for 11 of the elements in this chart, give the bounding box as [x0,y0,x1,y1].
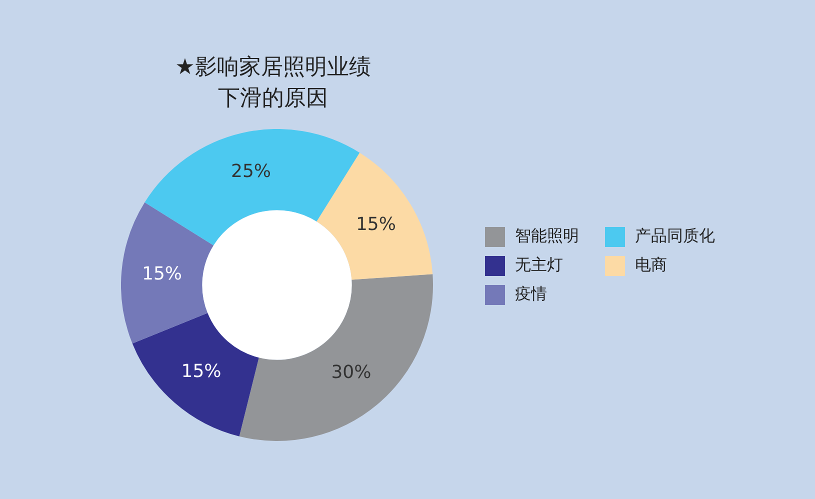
data-label: 15% [181,360,222,382]
legend-label: 产品同质化 [635,226,715,247]
chart-title: ★影响家居照明业绩下滑的原因 [174,54,372,113]
data-label: 15% [356,214,396,236]
data-label: 25% [231,161,272,182]
legend-label: 智能照明 [515,226,579,247]
data-label: 30% [331,362,372,384]
legend-label: 无主灯 [515,255,563,276]
legend-label: 疫情 [515,284,547,305]
data-label: 15% [142,264,182,285]
legend-label: 电商 [635,255,667,276]
